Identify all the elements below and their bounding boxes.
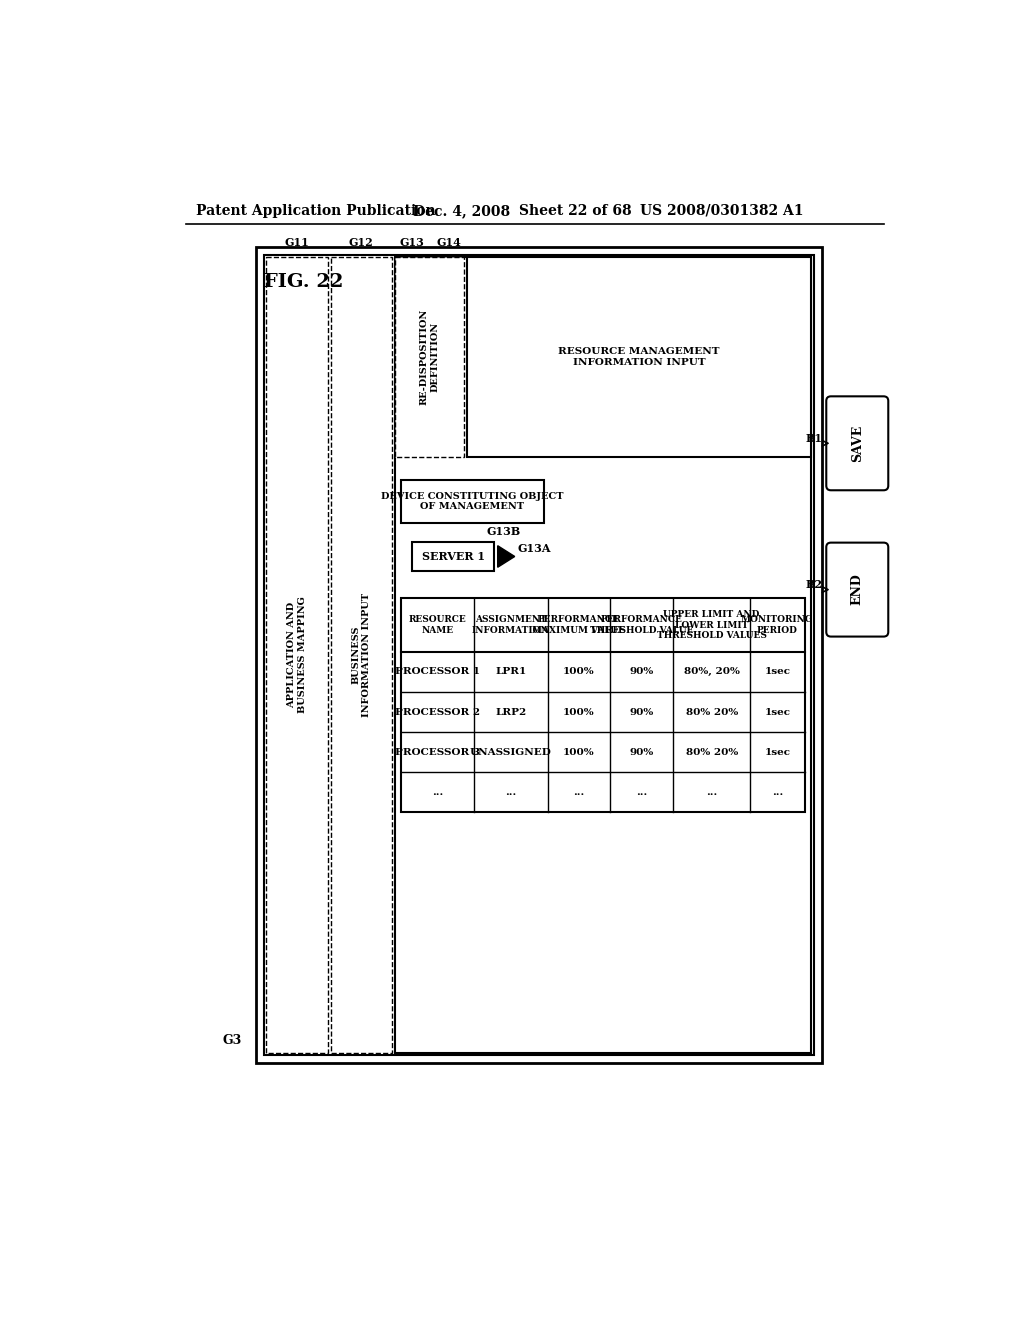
Bar	[394, 257, 811, 1053]
Text: 80%, 20%: 80%, 20%	[684, 668, 739, 676]
Text: ...: ...	[432, 788, 443, 796]
FancyBboxPatch shape	[826, 543, 888, 636]
Text: US 2008/0301382 A1: US 2008/0301382 A1	[640, 203, 803, 218]
Text: ASSIGNMENT
INFORMATION: ASSIGNMENT INFORMATION	[472, 615, 550, 635]
Text: ...: ...	[573, 788, 585, 796]
Text: ...: ...	[505, 788, 516, 796]
Text: LRP2: LRP2	[496, 708, 526, 717]
Text: B1: B1	[805, 433, 822, 444]
Text: ...: ...	[636, 788, 647, 796]
Text: PROCESSOR 1: PROCESSOR 1	[395, 668, 480, 676]
Text: RE-DISPOSITION
DEFINITION: RE-DISPOSITION DEFINITION	[420, 309, 439, 405]
Text: PROCESSOR 2: PROCESSOR 2	[395, 708, 480, 717]
Text: 100%: 100%	[563, 668, 595, 676]
Text: MONITORING
PERIOD: MONITORING PERIOD	[741, 615, 814, 635]
FancyBboxPatch shape	[826, 396, 888, 490]
Text: SAVE: SAVE	[851, 425, 864, 462]
Text: G13A: G13A	[517, 544, 551, 554]
Text: FIG. 22: FIG. 22	[263, 273, 343, 290]
Text: RESOURCE
NAME: RESOURCE NAME	[409, 615, 466, 635]
Text: APPLICATION AND
BUSINESS MAPPING: APPLICATION AND BUSINESS MAPPING	[288, 597, 306, 714]
Text: UNASSIGNED: UNASSIGNED	[470, 747, 552, 756]
Text: 100%: 100%	[563, 708, 595, 717]
Text: 1sec: 1sec	[764, 708, 791, 717]
Text: RESOURCE MANAGEMENT
INFORMATION INPUT: RESOURCE MANAGEMENT INFORMATION INPUT	[558, 347, 720, 367]
Text: DEVICE CONSTITUTING OBJECT
OF MANAGEMENT: DEVICE CONSTITUTING OBJECT OF MANAGEMENT	[381, 492, 564, 511]
Text: END: END	[851, 574, 864, 606]
Text: 100%: 100%	[563, 747, 595, 756]
Text: G12: G12	[349, 236, 374, 248]
Text: 90%: 90%	[630, 708, 654, 717]
Bar	[266, 257, 328, 1053]
Text: G13: G13	[399, 236, 424, 248]
Text: 1sec: 1sec	[764, 668, 791, 676]
Bar	[256, 247, 821, 1063]
Text: Patent Application Publication: Patent Application Publication	[197, 203, 436, 218]
Text: 80% 20%: 80% 20%	[685, 747, 737, 756]
Text: SERVER 1: SERVER 1	[422, 550, 484, 562]
Text: ...: ...	[706, 788, 717, 796]
Text: Dec. 4, 2008: Dec. 4, 2008	[414, 203, 510, 218]
Text: 90%: 90%	[630, 668, 654, 676]
Text: 1sec: 1sec	[764, 747, 791, 756]
Text: 90%: 90%	[630, 747, 654, 756]
Bar	[263, 255, 814, 1056]
Text: 80% 20%: 80% 20%	[685, 708, 737, 717]
Text: Sheet 22 of 68: Sheet 22 of 68	[519, 203, 632, 218]
Text: PERFORMANCE
THRESHOLD VALUE: PERFORMANCE THRESHOLD VALUE	[590, 615, 693, 635]
Polygon shape	[498, 545, 515, 568]
Bar	[400, 598, 805, 812]
Bar	[413, 543, 494, 572]
Text: G11: G11	[285, 236, 309, 248]
Text: G14: G14	[436, 236, 461, 248]
Text: G3: G3	[222, 1034, 242, 1047]
Text: B2: B2	[805, 579, 822, 590]
Bar	[400, 480, 544, 523]
Text: PERFORMANCE
MAXIMUM VALUE: PERFORMANCE MAXIMUM VALUE	[532, 615, 626, 635]
Text: BUSINESS
INFORMATION INPUT: BUSINESS INFORMATION INPUT	[351, 593, 371, 717]
Bar	[394, 257, 464, 457]
Text: ...: ...	[772, 788, 783, 796]
Bar	[467, 257, 811, 457]
Text: LPR1: LPR1	[496, 668, 526, 676]
Bar	[331, 257, 391, 1053]
Text: PROCESSOR 3: PROCESSOR 3	[395, 747, 480, 756]
Text: G13B: G13B	[486, 527, 520, 537]
Text: UPPER LIMIT AND
LOWER LIMIT
THRESHOLD VALUES: UPPER LIMIT AND LOWER LIMIT THRESHOLD VA…	[656, 610, 767, 640]
